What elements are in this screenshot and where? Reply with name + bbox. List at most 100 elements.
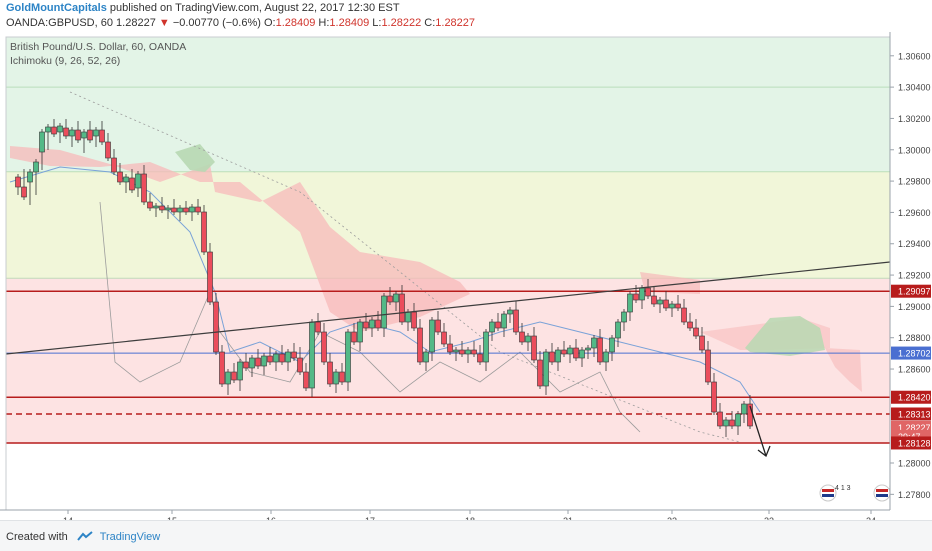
candle-bull [579, 349, 585, 359]
candle-bear [195, 206, 201, 213]
y-tick-label: 1.30400 [898, 83, 931, 93]
x-tick-label: 23 [764, 516, 774, 520]
candle-bear [171, 207, 177, 213]
candle-bear [645, 287, 651, 297]
candle-bull [543, 351, 549, 387]
created-with-label: Created with [6, 531, 68, 543]
candle-bear [63, 127, 69, 137]
candle-bear [21, 186, 27, 198]
candle-bear [537, 359, 543, 387]
price-tag-label: 1.28128 [898, 438, 931, 448]
candle-bull [27, 171, 33, 183]
price-tag [891, 284, 931, 298]
candle-bear [327, 361, 333, 385]
x-tick-label: 17 [365, 516, 375, 520]
candle-bear [321, 331, 327, 363]
candle-bull [285, 351, 291, 363]
candle-bull [483, 331, 489, 363]
candle-bull [621, 311, 627, 323]
candle-bear [243, 361, 249, 369]
tradingview-link[interactable]: TradingView [99, 531, 161, 543]
symbol-label: OANDA:GBPUSD, 60 [6, 17, 113, 29]
candle-bear [711, 381, 717, 413]
candle-bear [147, 201, 153, 209]
high-value: 1.28409 [329, 17, 370, 29]
candle-bear [531, 335, 537, 361]
candle-bear [267, 355, 273, 363]
candle-bull [369, 319, 375, 329]
y-tick-label: 1.27800 [898, 490, 931, 500]
legend-title: British Pound/U.S. Dollar, 60, OANDA [10, 41, 187, 53]
candle-bear [75, 129, 81, 141]
candle-bear [201, 211, 207, 253]
candle-bull [555, 349, 561, 363]
candle-bull [273, 353, 279, 363]
trendline [5, 261, 891, 355]
candle-bear [339, 371, 345, 383]
candle-bear [729, 419, 735, 427]
flag-stripe [876, 494, 888, 497]
price-tag [891, 436, 931, 450]
publish-info: published on TradingView.com, August 22,… [109, 2, 400, 14]
ichimoku-cloud-bull [745, 316, 825, 356]
candle-bear [213, 301, 219, 353]
y-tick-label: 1.28600 [898, 365, 931, 375]
candle-bear [129, 177, 135, 191]
created-with: Created with TradingView [6, 531, 160, 543]
candle-bull [735, 413, 741, 427]
candle-bull [591, 337, 597, 349]
candle-bull [249, 357, 255, 369]
last-price: 1.28227 [116, 17, 156, 29]
candle-bear [117, 171, 123, 183]
ichimoku-cloud-bull [175, 144, 215, 172]
candle-bull [189, 206, 195, 213]
candle-bear [495, 321, 501, 329]
candle-bull [69, 129, 75, 137]
candle-bear [279, 353, 285, 363]
forecast-arrow [749, 405, 767, 457]
candle-bull [669, 303, 675, 309]
candle-bear [459, 349, 465, 355]
candle-bull [657, 299, 663, 305]
x-tick-label: 18 [465, 516, 475, 520]
high-label: H: [318, 17, 330, 29]
candle-bear [699, 335, 705, 351]
candle-bull [603, 351, 609, 363]
price-chart[interactable]: 4 1 33 1.306001.304001.302001.300001.298… [0, 32, 932, 520]
zone-green [6, 87, 890, 172]
candle-bear [255, 357, 261, 367]
y-tick-label: 1.29600 [898, 208, 931, 218]
candle-bear [105, 141, 111, 159]
candle-bear [219, 351, 225, 385]
candle-bear [573, 347, 579, 359]
x-tick-label: 14 [63, 516, 73, 520]
candle-bull [723, 419, 729, 427]
candle-bear [519, 331, 525, 343]
y-tick-label: 1.28800 [898, 333, 931, 343]
dotted-line [69, 91, 741, 443]
price-tag [891, 346, 931, 360]
tradingview-logo-icon [77, 531, 93, 541]
candle-bear [513, 309, 519, 333]
flag-icon [873, 484, 891, 502]
event-badge-count: 4 1 3 [835, 485, 851, 492]
candle-bear [99, 129, 105, 143]
candle-bull [225, 371, 231, 385]
open-label: O: [263, 17, 276, 29]
candle-bull [45, 126, 51, 133]
legend-indicator[interactable]: Ichimoku (9, 26, 52, 26) [10, 55, 121, 67]
candle-bear [651, 295, 657, 305]
event-badge-icon[interactable]: 4 1 3 [819, 484, 851, 502]
y-tick-label: 1.28000 [898, 459, 931, 469]
quote-line: OANDA:GBPUSD, 60 1.28227 ▼ −0.00770 (−0.… [6, 17, 475, 29]
candle-bear [291, 351, 297, 359]
low-value: 1.28222 [381, 17, 422, 29]
candle-bull [333, 371, 339, 385]
price-tag-label: 1.28702 [898, 349, 931, 359]
price-change: −0.00770 (−0.6%) [172, 17, 261, 29]
candle-bear [303, 371, 309, 389]
author-name[interactable]: GoldMountCapitals [6, 2, 107, 14]
price-tag-label: 1.28420 [898, 393, 931, 403]
candle-bear [51, 126, 57, 135]
candle-bear [549, 351, 555, 363]
